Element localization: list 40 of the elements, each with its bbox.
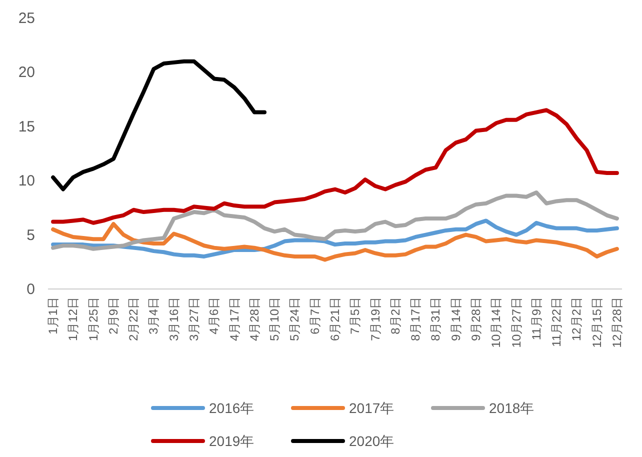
x-tick-label: 5月10日: [268, 297, 282, 342]
x-tick-label: 3月16日: [166, 297, 181, 342]
x-tick-label: 4月28日: [247, 297, 262, 342]
legend-label: 2016年: [209, 400, 254, 416]
x-tick-label: 4月17日: [227, 297, 242, 342]
x-tick-label: 1月25日: [86, 297, 100, 342]
x-tick-label: 5月24日: [288, 297, 302, 342]
x-tick-label: 3月27日: [187, 297, 202, 342]
y-tick-label: 15: [18, 118, 35, 136]
y-tick-label: 5: [26, 226, 35, 244]
x-tick-label: 11月22日: [550, 297, 564, 347]
y-tick-label: 0: [26, 281, 35, 298]
x-tick-label: 9月28日: [468, 297, 483, 342]
x-tick-label: 8月2日: [388, 297, 402, 334]
x-tick-label: 7月5日: [348, 297, 362, 334]
x-tick-label: 1月12日: [66, 297, 80, 342]
x-tick-label: 3月4日: [146, 297, 161, 334]
x-tick-label: 12月15日: [590, 297, 604, 348]
x-tick-label: 12月28日: [610, 297, 624, 348]
y-tick-label: 10: [18, 172, 35, 190]
legend-label: 2020年: [349, 433, 394, 449]
legend-label: 2019年: [209, 433, 254, 449]
y-tick-label: 20: [18, 64, 35, 82]
x-tick-label: 6月7日: [308, 297, 322, 334]
x-tick-label: 11月9日: [529, 297, 544, 340]
x-tick-label: 10月14日: [489, 297, 504, 348]
x-tick-label: 2月22日: [126, 297, 141, 342]
x-tick-label: 6月21日: [328, 297, 342, 342]
x-tick-label: 8月17日: [408, 297, 423, 342]
x-tick-label: 1月1日: [46, 297, 60, 334]
y-tick-label: 25: [18, 10, 35, 27]
x-tick-label: 10月27日: [509, 297, 524, 348]
x-tick-label: 4月6日: [207, 297, 222, 334]
x-tick-label: 2月9日: [106, 297, 120, 334]
legend-label: 2018年: [489, 400, 534, 416]
legend-label: 2017年: [349, 400, 394, 416]
x-tick-label: 12月2日: [570, 297, 584, 342]
x-tick-label: 8月31日: [428, 297, 443, 342]
x-tick-label: 9月14日: [448, 297, 463, 342]
x-tick-label: 7月19日: [368, 297, 382, 342]
